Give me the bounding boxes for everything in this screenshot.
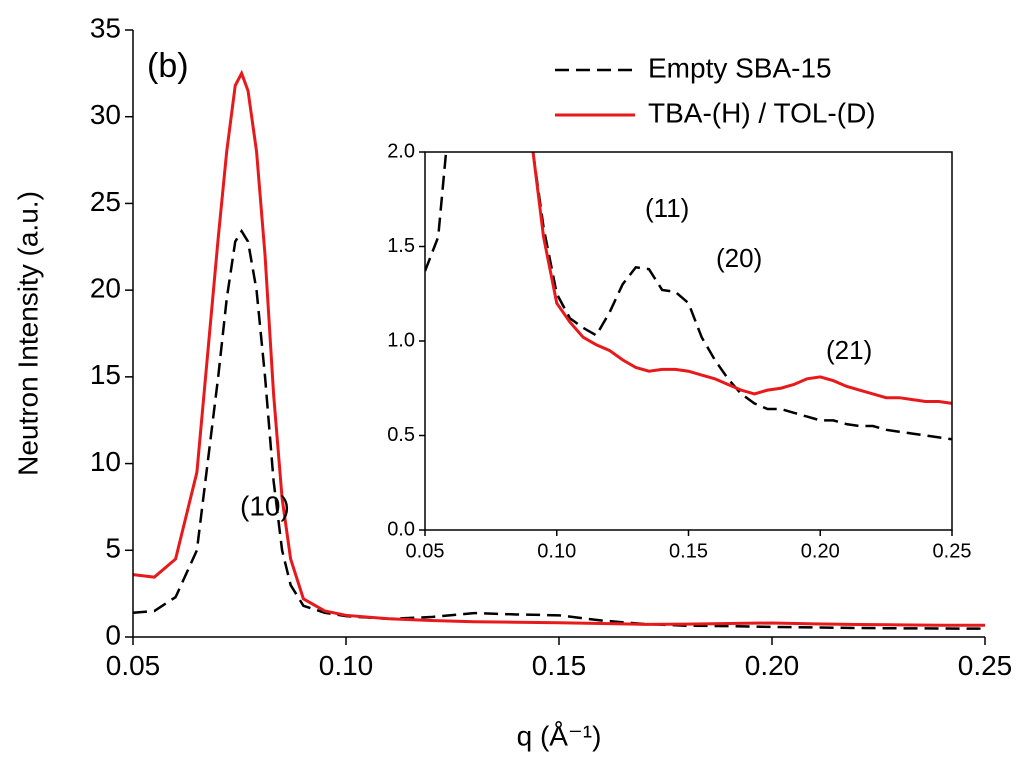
y-tick-label: 30 [90, 99, 121, 130]
series-line [425, 152, 952, 441]
y-tick-label: 1.5 [387, 235, 415, 257]
annotation: (10) [240, 490, 290, 521]
annotation: (21) [826, 335, 872, 365]
inset-background [425, 152, 952, 530]
y-tick-label: 10 [90, 446, 121, 477]
annotation: (11) [645, 193, 689, 223]
x-tick-label: 0.05 [106, 650, 161, 681]
y-tick-label: 2.0 [387, 140, 415, 162]
x-tick-label: 0.10 [319, 650, 374, 681]
x-tick-label: 0.15 [532, 650, 587, 681]
series-line [531, 152, 952, 405]
y-tick-label: 0.0 [387, 518, 415, 540]
series-line [133, 228, 985, 630]
plot-frame [424, 151, 953, 531]
x-tick-label: 0.20 [801, 540, 840, 562]
y-tick-label: 1.0 [387, 329, 415, 351]
x-tick-label: 0.15 [669, 540, 708, 562]
main-plot: 0 5 10 15 20 25 30 35 0.05 0.10 0.15 0.20 0.25 (b) (10… [12, 12, 1012, 751]
x-tick-label: 0.25 [933, 540, 972, 562]
x-tick-label: 0.25 [958, 650, 1013, 681]
y-tick-label: 35 [90, 12, 121, 43]
y-tick-label: 25 [90, 186, 121, 217]
legend-label: Empty SBA-15 [648, 52, 832, 83]
y-tick-label: 15 [90, 359, 121, 390]
x-tick-label: 0.20 [745, 650, 800, 681]
y-axis-label: Neutron Intensity (a.u.) [12, 191, 43, 476]
annotation: (20) [716, 243, 762, 273]
y-tick-label: 5 [105, 533, 121, 564]
inset: 0.0 0.5 1.0 1.5 2.0 0.05 0.10 0.15 0.20 0.25 (11) (… [387, 140, 972, 562]
x-tick-label: 0.05 [406, 540, 445, 562]
x-tick-label: 0.10 [537, 540, 576, 562]
y-tick-label: 0.5 [387, 424, 415, 446]
x-axis-label: q (Å⁻¹) [517, 720, 602, 751]
legend-label: TBA-(H) / TOL-(D) [648, 97, 876, 128]
series-line [133, 69, 985, 627]
y-tick-label: 20 [90, 273, 121, 304]
annotation: (b) [147, 47, 189, 85]
y-tick-label: 0 [105, 619, 121, 650]
